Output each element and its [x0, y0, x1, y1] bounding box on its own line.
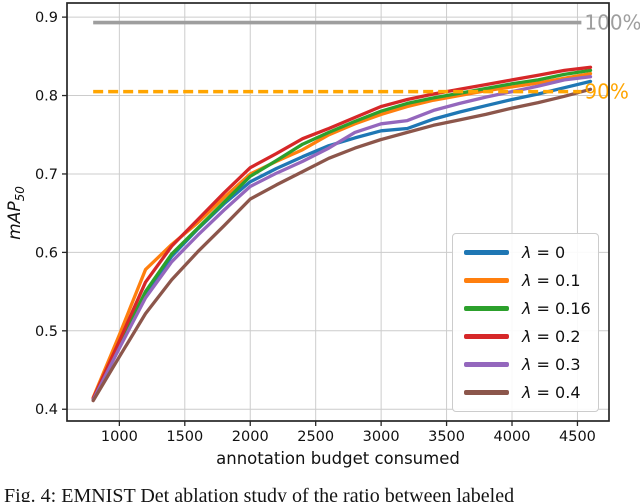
- legend-swatch-icon: [464, 249, 509, 255]
- legend-item-5: λ = 0.4: [453, 379, 598, 407]
- plot-border: [66, 2, 610, 422]
- x-tick-label: 3000: [363, 429, 400, 445]
- reference-label-90%: 90%: [584, 80, 628, 104]
- chart-legend: λ = 0 λ = 0.1 λ = 0.16 λ = 0.2 λ = 0.3 λ = 0.…: [452, 233, 599, 412]
- legend-label: λ = 0.1: [522, 270, 581, 290]
- series-line-2: [91, 68, 593, 401]
- x-axis-label: annotation budget consumed: [216, 449, 460, 468]
- x-tick-label: 3500: [428, 429, 465, 445]
- legend-item-3: λ = 0.2: [453, 323, 598, 351]
- x-tick-label: 1500: [166, 429, 203, 445]
- legend-swatch-icon: [464, 277, 509, 283]
- y-tick-label: 0.7: [35, 167, 58, 183]
- y-axis-label: mAP50: [5, 186, 27, 240]
- y-tick-label: 0.9: [35, 10, 58, 26]
- legend-label: λ = 0.2: [522, 327, 581, 347]
- legend-label: λ = 0: [522, 242, 566, 262]
- x-tick-label: 4500: [559, 429, 596, 445]
- y-tick-label: 0.8: [35, 89, 58, 105]
- legend-item-1: λ = 0.1: [453, 266, 598, 294]
- y-tick-label: 0.6: [35, 245, 58, 261]
- y-tick-label: 0.5: [35, 324, 58, 340]
- x-tick-label: 2500: [297, 429, 334, 445]
- legend-label: λ = 0.4: [522, 383, 581, 403]
- legend-swatch-icon: [464, 362, 509, 368]
- reference-label-100%: 100%: [584, 11, 640, 35]
- x-tick-label: 4000: [494, 429, 531, 445]
- line-chart-canvas: 1000 1500 2000 2500 3000 3500 4000 4500 0.4 0.5 0.…: [5, 2, 640, 468]
- legend-label: λ = 0.16: [522, 298, 591, 318]
- figure-caption: Fig. 4: EMNIST Det ablation study of the…: [4, 485, 515, 502]
- legend-label: λ = 0.3: [522, 355, 581, 375]
- legend-swatch-icon: [464, 305, 509, 311]
- legend-item-4: λ = 0.3: [453, 351, 598, 379]
- legend-item-0: λ = 0: [453, 238, 598, 266]
- legend-item-2: λ = 0.16: [453, 294, 598, 322]
- legend-swatch-icon: [464, 390, 509, 396]
- x-tick-label: 2000: [232, 429, 269, 445]
- series-line-3: [91, 65, 593, 400]
- y-tick-label: 0.4: [35, 402, 58, 418]
- x-tick-label: 1000: [101, 429, 138, 445]
- series-line-5: [91, 87, 593, 403]
- legend-swatch-icon: [464, 334, 509, 340]
